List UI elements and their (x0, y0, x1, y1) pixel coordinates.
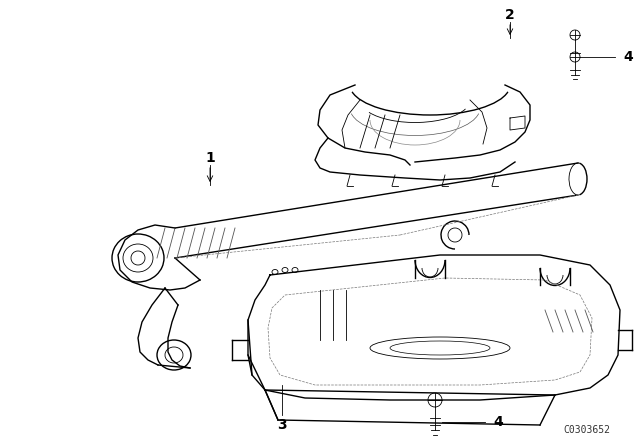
Text: 4: 4 (493, 415, 503, 429)
Text: 1: 1 (205, 151, 215, 165)
Text: 3: 3 (277, 418, 287, 432)
Text: 2: 2 (505, 8, 515, 22)
Text: 4: 4 (623, 50, 633, 64)
Text: C0303652: C0303652 (563, 425, 610, 435)
